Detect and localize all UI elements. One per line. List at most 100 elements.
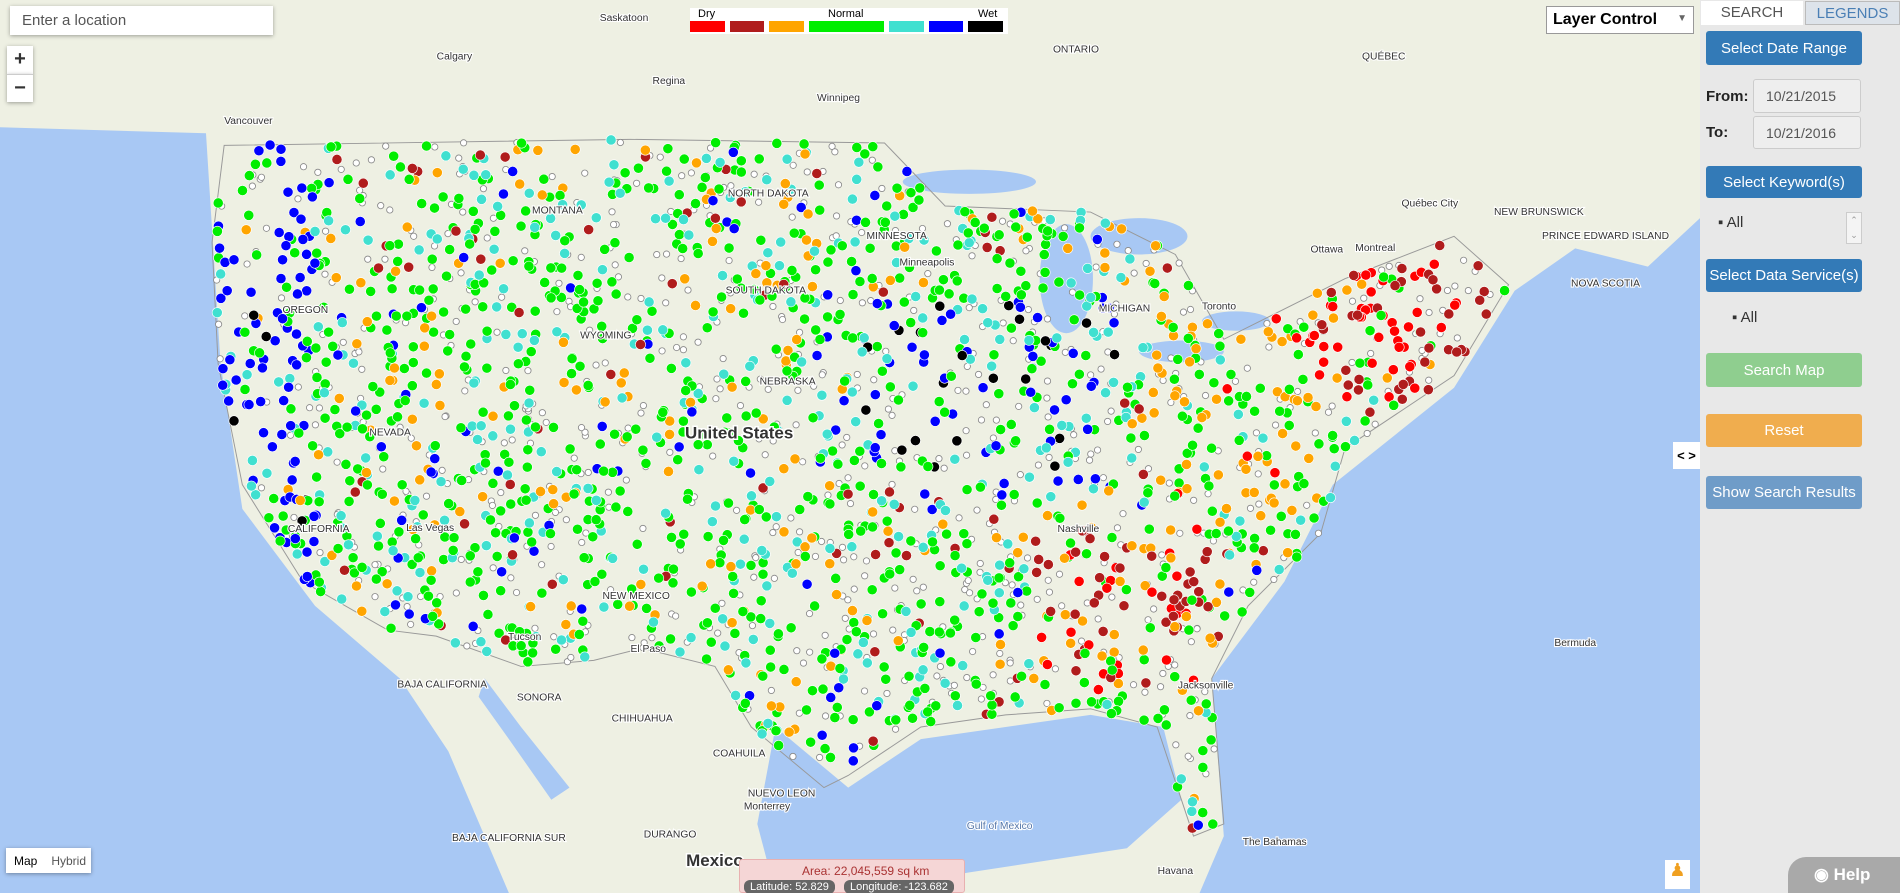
station-marker [582, 483, 594, 494]
layer-control[interactable]: Layer Control ▼ [1546, 6, 1694, 34]
station-marker [427, 283, 439, 295]
station-marker [1062, 243, 1074, 254]
station-marker [514, 178, 526, 190]
station-marker [523, 187, 535, 199]
station-marker [1318, 341, 1330, 352]
street-view[interactable]: ♟ [1665, 860, 1690, 889]
tab-search[interactable]: SEARCH [1701, 1, 1803, 25]
station-marker [838, 395, 850, 407]
station-marker [318, 387, 330, 399]
station-marker [1152, 713, 1164, 724]
station-empty [1077, 637, 1086, 645]
station-empty [508, 436, 516, 444]
station-empty [889, 626, 897, 634]
scroll-arrows[interactable]: ⌃ ⌄ [1846, 212, 1862, 244]
search-map-button[interactable]: Search Map [1706, 353, 1862, 387]
station-marker [869, 190, 881, 201]
station-marker [597, 333, 608, 344]
station-marker [761, 580, 773, 592]
station-marker [825, 752, 836, 763]
station-empty [1023, 554, 1032, 562]
station-empty [1425, 308, 1433, 317]
station-marker [1155, 474, 1167, 486]
tab-legends[interactable]: LEGENDS [1805, 1, 1900, 25]
station-marker [486, 264, 498, 276]
station-empty [367, 156, 375, 164]
location-search[interactable]: Enter a location [10, 6, 273, 35]
station-marker [508, 532, 520, 544]
station-marker [513, 307, 525, 318]
station-marker [296, 182, 308, 194]
map-label: Nashville [1058, 524, 1100, 535]
station-marker [1009, 691, 1021, 703]
station-marker [1366, 357, 1378, 369]
station-marker [245, 286, 257, 298]
reset-button[interactable]: Reset [1706, 414, 1862, 447]
station-marker [1474, 294, 1486, 306]
station-empty [891, 584, 899, 592]
station-marker [437, 191, 449, 203]
station-marker [1364, 406, 1376, 418]
station-empty [553, 308, 561, 316]
service-item[interactable]: ▪ All [1732, 309, 1758, 326]
station-marker [643, 182, 655, 194]
station-marker [571, 302, 583, 314]
station-marker [1193, 705, 1204, 717]
station-marker [558, 336, 569, 348]
station-marker [1028, 673, 1040, 684]
keyword-item[interactable]: ▪ All [1718, 214, 1744, 231]
station-marker [495, 585, 507, 597]
station-marker [931, 245, 942, 257]
help-button[interactable]: ◉ Help [1788, 857, 1900, 893]
station-empty [769, 302, 777, 311]
station-marker [710, 223, 722, 234]
station-marker [1033, 554, 1045, 565]
station-marker [866, 273, 878, 284]
station-marker [390, 599, 401, 611]
station-marker [1103, 485, 1115, 497]
station-marker [1186, 594, 1198, 606]
station-marker [419, 322, 431, 334]
station-marker [423, 590, 434, 602]
map-label: Las Vegas [406, 523, 454, 534]
station-marker [778, 463, 790, 475]
station-marker [450, 225, 462, 237]
results-button[interactable]: Show Search Results [1706, 476, 1862, 509]
station-marker [782, 345, 794, 356]
map-label: NORTH DAKOTA [728, 189, 809, 200]
station-marker [1409, 382, 1421, 394]
map-label: DURANGO [644, 830, 697, 841]
station-empty [714, 629, 722, 637]
station-empty [262, 224, 271, 232]
date-range-button[interactable]: Select Date Range [1706, 31, 1862, 65]
station-marker [994, 334, 1006, 345]
station-marker [988, 349, 1000, 361]
station-empty [461, 387, 469, 395]
service-button[interactable]: Select Data Service(s) [1706, 259, 1862, 292]
station-marker [810, 264, 821, 276]
zoom-in[interactable]: + [7, 46, 33, 74]
station-marker [760, 260, 772, 271]
keyword-button[interactable]: Select Keyword(s) [1706, 166, 1862, 198]
station-marker [850, 416, 862, 428]
station-empty [286, 431, 295, 439]
station-marker [391, 585, 403, 597]
station-marker [799, 551, 811, 562]
station-empty [1254, 470, 1262, 478]
station-empty [524, 367, 532, 375]
zoom-out[interactable]: − [7, 74, 33, 102]
sidebar-toggle[interactable]: < > [1673, 442, 1700, 469]
map-type-map[interactable]: Map [14, 854, 38, 868]
station-marker [412, 552, 424, 564]
station-marker [707, 306, 719, 318]
station-marker [1279, 478, 1291, 490]
map-type-hybrid[interactable]: Hybrid [51, 854, 87, 868]
station-empty [962, 387, 970, 395]
station-marker [936, 314, 948, 326]
latitude: Latitude: 52.829 [744, 880, 835, 893]
from-date[interactable]: 10/21/2015 [1753, 79, 1861, 113]
map-label: MONTANA [532, 206, 583, 217]
station-marker [406, 163, 418, 174]
to-date[interactable]: 10/21/2016 [1753, 116, 1861, 149]
station-empty [581, 169, 589, 177]
